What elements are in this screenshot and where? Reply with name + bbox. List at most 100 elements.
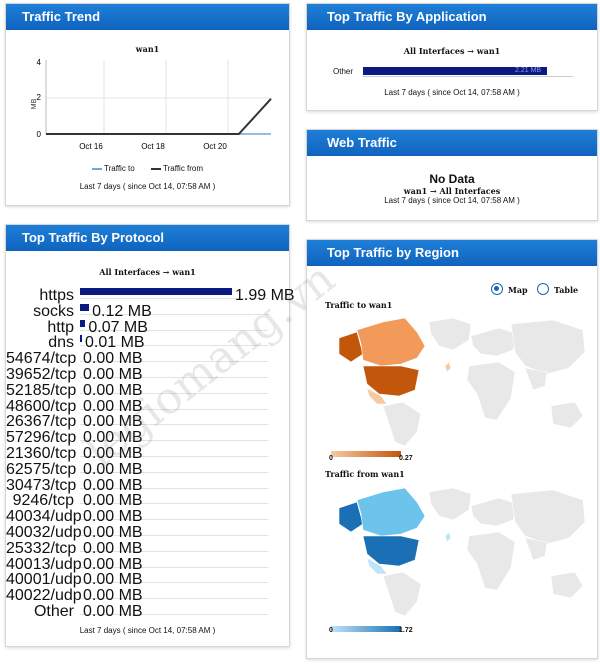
map-radio[interactable]	[491, 283, 503, 295]
map-canada	[356, 487, 426, 537]
protocol-bar[interactable]	[80, 288, 232, 295]
protocol-row-divider	[80, 598, 268, 600]
map-africa	[466, 531, 516, 591]
map-south-america	[382, 571, 422, 617]
to-gradient-bar	[331, 451, 401, 457]
protocol-label: 25332/tcp	[6, 539, 77, 557]
map-australia	[550, 571, 584, 599]
map-mexico	[366, 557, 388, 575]
protocol-bar[interactable]	[80, 335, 82, 343]
map-alaska	[338, 331, 364, 363]
map-radio-label[interactable]: Map	[508, 285, 528, 295]
protocol-label: 40001/udp	[6, 571, 82, 589]
protocol-bar-chart: https 1.99 MB socks 0.12 MB http 0.07 MB dns 0.…	[6, 284, 295, 620]
to-map-title: Traffic to wan1	[325, 300, 393, 310]
web-caption: Last 7 days ( since Oct 14, 07:58 AM )	[384, 196, 520, 205]
trend-chart: MB 4 2 0 Oct 16 Oct 18 Oct 20	[31, 58, 272, 151]
trend-caption: Last 7 days ( since Oct 14, 07:58 AM )	[79, 182, 216, 191]
protocol-bar[interactable]	[80, 319, 86, 327]
table-radio-label[interactable]: Table	[554, 285, 579, 295]
protocol-label: https	[39, 287, 74, 304]
map-south-asia	[524, 537, 548, 561]
protocol-row-divider	[80, 503, 268, 505]
protocol-row-divider	[80, 471, 268, 473]
protocol-row-divider	[80, 582, 268, 584]
trend-series-lines	[46, 98, 272, 135]
region-title: Top Traffic by Region	[307, 240, 597, 266]
protocol-value: 0.00 MB	[83, 492, 143, 510]
protocol-value: 0.00 MB	[83, 476, 143, 494]
protocol-value: 0.00 MB	[83, 350, 143, 368]
protocol-row-divider	[80, 329, 268, 331]
app-bar[interactable]	[363, 67, 547, 75]
protocol-value: 0.00 MB	[83, 445, 143, 462]
protocol-label: 39652/tcp	[6, 366, 77, 383]
protocol-value: 0.00 MB	[83, 381, 143, 399]
protocol-row-divider	[80, 424, 268, 426]
protocol-label: 40032/udp	[6, 524, 82, 541]
map-usa	[362, 365, 420, 397]
region-panel: Top Traffic by Region Map Table Traffic …	[306, 239, 598, 659]
protocol-value: 0.00 MB	[83, 587, 143, 605]
app-bar-value: 2.21 MB	[515, 67, 542, 74]
map-greenland	[428, 487, 472, 521]
protocol-panel: Top Traffic By Protocol All Interfaces →…	[5, 224, 295, 647]
from-scale-max: 1.72	[399, 627, 413, 634]
map-south-asia	[524, 367, 548, 391]
protocol-value: 0.00 MB	[83, 413, 143, 431]
top-app-title: Top Traffic By Application	[307, 4, 597, 30]
app-bar-track	[363, 68, 573, 77]
map-africa	[466, 361, 516, 421]
trend-ytick: 2	[37, 93, 42, 102]
protocol-label: 54674/tcp	[6, 350, 77, 368]
map-south-america	[382, 401, 422, 447]
table-radio[interactable]	[537, 283, 549, 295]
trend-ytick: 0	[37, 130, 42, 139]
trend-ylabel: MB	[31, 98, 38, 109]
trend-xtick: Oct 16	[79, 142, 103, 151]
traffic-trend-panel: Traffic Trend wan1 MB 4 2 0 Oct 16 Oct 1…	[5, 3, 290, 206]
web-sub: wan1 → All Interfaces	[403, 186, 501, 196]
protocol-label: 57296/tcp	[6, 429, 77, 447]
protocol-label: 48600/tcp	[6, 397, 77, 415]
legend-from-swatch	[150, 167, 161, 170]
traffic-to-map[interactable]	[321, 310, 591, 450]
app-caption: Last 7 days ( since Oct 14, 07:58 AM )	[384, 88, 520, 97]
protocol-row-divider	[80, 408, 268, 410]
protocol-label: 26367/tcp	[6, 413, 77, 431]
map-ireland	[444, 531, 452, 543]
protocol-row-divider	[80, 535, 268, 536]
app-chart-title: All Interfaces → wan1	[403, 46, 501, 56]
traffic-trend-title: Traffic Trend	[6, 4, 289, 30]
protocol-bar[interactable]	[80, 303, 90, 311]
map-europe	[470, 497, 518, 527]
protocol-row-divider	[80, 456, 268, 457]
map-canada	[356, 317, 426, 367]
protocol-row-divider	[80, 298, 268, 299]
traffic-from-map[interactable]	[321, 480, 591, 620]
protocol-value: 0.00 MB	[83, 524, 143, 541]
trend-chart-title: wan1	[135, 44, 160, 54]
protocol-row-divider	[80, 519, 268, 521]
protocol-label: http	[47, 318, 74, 336]
protocol-value: 0.00 MB	[83, 571, 143, 589]
protocol-label: 9246/tcp	[12, 492, 74, 510]
protocol-value: 0.00 MB	[83, 366, 143, 383]
trend-ytick: 4	[37, 58, 42, 67]
protocol-value: 0.00 MB	[83, 508, 143, 526]
protocol-label: 52185/tcp	[6, 381, 77, 399]
map-mexico	[366, 387, 388, 405]
from-map-title: Traffic from wan1	[325, 469, 405, 479]
app-bar-label: Other	[333, 67, 354, 76]
protocol-title: Top Traffic By Protocol	[6, 225, 289, 251]
legend-from-label[interactable]: Traffic from	[163, 164, 204, 173]
legend-to-label[interactable]: Traffic to	[104, 164, 135, 173]
protocol-value: 1.99 MB	[235, 287, 295, 304]
map-usa	[362, 535, 420, 567]
map-ireland	[444, 361, 452, 373]
protocol-chart-title: All Interfaces → wan1	[99, 267, 196, 277]
protocol-label: socks	[33, 302, 74, 320]
protocol-value: 0.01 MB	[85, 334, 145, 352]
top-app-panel: Top Traffic By Application All Interface…	[306, 3, 598, 111]
trend-legend[interactable]: Traffic to Traffic from	[6, 164, 289, 173]
